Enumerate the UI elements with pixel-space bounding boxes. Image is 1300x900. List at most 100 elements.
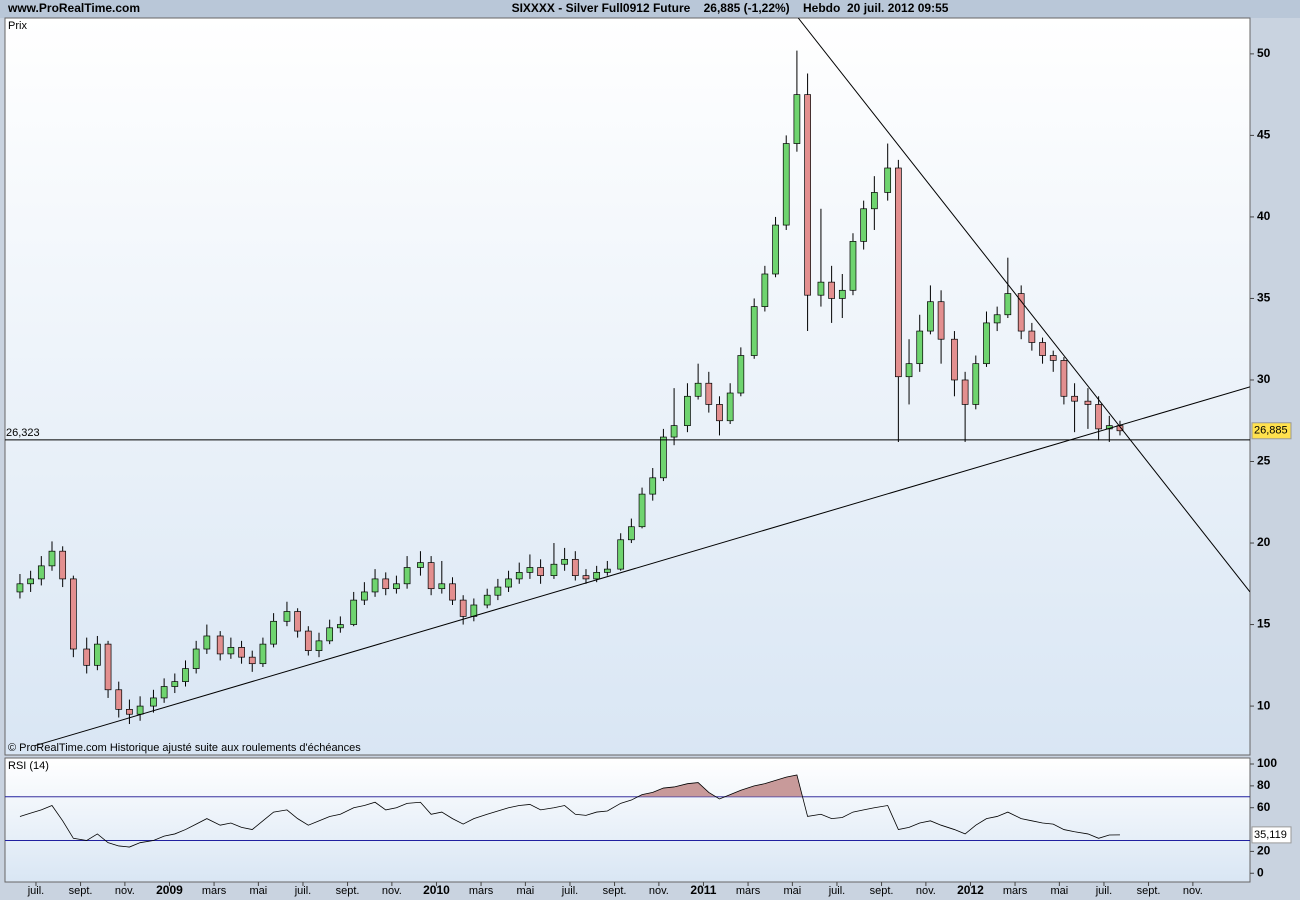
x-tick-label: 2011 (690, 883, 716, 897)
candle-body (593, 572, 601, 580)
candle-body (694, 382, 702, 397)
candle-body (884, 167, 892, 193)
candle-body (1060, 360, 1068, 397)
candle-body (427, 562, 435, 590)
candle-body (761, 273, 769, 307)
candle-body (449, 583, 456, 601)
y-tick-label: 20 (1257, 535, 1271, 549)
candle-body (628, 526, 635, 541)
x-tick-label: mars (736, 885, 761, 897)
candle-body (203, 635, 211, 650)
x-tick-label: mai (250, 885, 268, 897)
candle-body (315, 640, 323, 651)
candle-body (684, 395, 691, 426)
x-tick-label: juil. (1095, 885, 1113, 897)
candle-body (716, 404, 723, 422)
candle-body (150, 697, 157, 707)
y-tick-label: 40 (1257, 209, 1271, 223)
x-tick-label: nov. (382, 885, 402, 897)
candle-body (350, 599, 358, 625)
candle-body (617, 539, 625, 570)
candle-body (438, 583, 446, 590)
rsi-line (19, 774, 1120, 848)
candle-body (927, 301, 934, 332)
x-tick-label: sept. (336, 885, 360, 897)
candle-body (294, 611, 301, 632)
candle-body (104, 643, 112, 691)
candle-body (838, 289, 846, 299)
candle-body (1049, 355, 1057, 361)
candle-body (603, 568, 611, 573)
candle-body (248, 656, 256, 665)
x-tick-label: sept. (1137, 885, 1161, 897)
y-tick-label: 45 (1257, 128, 1271, 142)
x-tick-label: 2012 (957, 883, 984, 897)
candle-body (515, 572, 523, 580)
candle-body (1004, 293, 1012, 316)
candle-body (361, 591, 368, 601)
candle-body (283, 611, 291, 622)
last-rsi-label: 35,119 (1254, 829, 1287, 841)
y-tick-label: 20 (1257, 844, 1271, 858)
candle-body (705, 382, 713, 405)
candle-body (951, 338, 958, 381)
candle-body (1071, 395, 1078, 402)
candle-body (937, 301, 945, 340)
candle-body (916, 330, 924, 365)
candle-body (259, 643, 267, 665)
candle-body (326, 627, 334, 642)
candle-body (136, 705, 144, 715)
candle-body (336, 624, 344, 629)
panel-label: RSI (14) (8, 760, 49, 772)
candle-body (70, 578, 77, 650)
candle-body (505, 578, 512, 588)
candle-body (459, 599, 467, 617)
candle-body (94, 643, 101, 666)
candle-body (417, 562, 424, 568)
candle-body (393, 583, 400, 590)
candle-body (382, 578, 390, 590)
candle-body (638, 493, 646, 528)
candle-body (126, 708, 133, 715)
candle-body (48, 550, 56, 567)
last-price-box (1251, 422, 1292, 440)
candle-body (1039, 342, 1046, 356)
footnote: © ProRealTime.com Historique ajusté suit… (8, 742, 361, 754)
candle-body (171, 681, 179, 687)
candle-body (537, 567, 544, 576)
candle-body (571, 558, 579, 576)
candle-body (238, 647, 245, 658)
candle-body (27, 578, 34, 585)
candle-body (550, 563, 558, 576)
x-tick-label: nov. (115, 885, 135, 897)
last-rsi-box (1251, 826, 1292, 844)
price-panel (4, 17, 1251, 756)
x-tick-label: mai (784, 885, 802, 897)
trendline (34, 386, 1250, 747)
y-tick-label: 35 (1257, 291, 1271, 305)
x-tick-label: mars (469, 885, 494, 897)
candle-body (726, 392, 734, 422)
site-name[interactable]: www.ProRealTime.com (7, 1, 140, 15)
candle-body (160, 686, 168, 699)
candle-body (860, 208, 868, 242)
candle-body (1028, 330, 1036, 343)
candle-body (182, 668, 189, 682)
price-plot (16, 18, 1250, 747)
candle-body (582, 575, 590, 580)
candle-body (972, 363, 980, 405)
candle-body (993, 314, 1001, 324)
chart-header-title: SIXXXX - Silver Full0912 Future 26,885 (… (512, 1, 949, 15)
candle-body (793, 94, 801, 144)
y-tick-label: 25 (1257, 454, 1271, 468)
y-tick-label: 60 (1257, 800, 1271, 814)
x-tick-label: mars (202, 885, 227, 897)
candle-body (670, 425, 678, 438)
x-tick-label: 2009 (156, 883, 183, 897)
x-tick-label: 2010 (423, 883, 450, 897)
candle-body (961, 379, 969, 405)
candle-body (37, 565, 45, 580)
candle-body (849, 241, 857, 291)
candle-body (371, 578, 379, 593)
candle-body (561, 558, 568, 565)
